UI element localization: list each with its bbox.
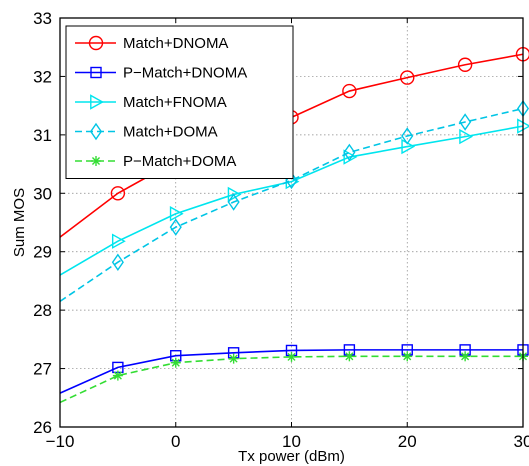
data-point [111, 233, 126, 249]
y-tick-label: 32 [33, 67, 52, 86]
data-point [517, 118, 529, 134]
x-tick-label: 10 [282, 432, 301, 451]
y-tick-label: 29 [33, 243, 52, 262]
series-p-match-dnoma [59, 344, 529, 394]
legend-entry: Match+DOMA [75, 122, 218, 141]
series-line [59, 355, 523, 404]
legend: Match+DNOMA P−Match+DNOMA Match+FNOMA Match… [65, 25, 294, 179]
data-point [111, 253, 124, 271]
legend-marker [91, 156, 101, 166]
y-tick-label: 28 [33, 301, 52, 320]
data-point [228, 353, 239, 364]
asterisk-stroke [91, 156, 101, 166]
y-axis-label: Sum MOS [11, 188, 28, 257]
x-axis-label: Tx power (dBm) [238, 448, 345, 465]
legend-label: Match+DOMA [123, 124, 218, 141]
x-tick-label: −10 [46, 432, 75, 451]
data-point [227, 193, 240, 211]
x-tick-label: 0 [171, 432, 180, 451]
asterisk-stroke [229, 354, 238, 363]
legend-label: Match+DNOMA [123, 35, 228, 52]
data-point [460, 351, 471, 362]
data-point [169, 206, 184, 222]
data-point [400, 70, 415, 85]
asterisk-stroke [345, 352, 354, 361]
data-point [342, 83, 357, 99]
y-tick-label: 30 [33, 184, 52, 203]
data-point [343, 149, 358, 165]
data-point [170, 357, 181, 368]
legend-entry: P−Match+DNOMA [75, 65, 247, 82]
asterisk-stroke [287, 352, 296, 361]
series-p-match-doma [59, 351, 528, 404]
legend-marker [89, 122, 103, 141]
asterisk-stroke [171, 358, 180, 367]
data-point [112, 370, 123, 381]
series-line [59, 349, 523, 394]
x-tick-label: 30 [514, 432, 529, 451]
data-point [227, 186, 242, 203]
legend-entry: P−Match+DOMA [75, 153, 236, 170]
legend-label: Match+FNOMA [123, 94, 227, 111]
data-point [402, 351, 413, 362]
data-point [110, 186, 126, 201]
legend-entry: Match+DNOMA [75, 35, 228, 52]
series-line [59, 107, 524, 303]
asterisk-stroke [403, 352, 412, 361]
series-match-fnoma [59, 118, 529, 276]
data-point [459, 128, 474, 145]
y-tick-label: 27 [33, 360, 52, 379]
legend-marker [90, 94, 104, 110]
data-point [169, 218, 182, 236]
series-line [59, 125, 524, 276]
x-tick-label: 20 [398, 432, 417, 451]
legend-marker [88, 35, 104, 51]
data-point [344, 351, 355, 362]
legend-label: P−Match+DOMA [123, 153, 236, 170]
axis-ticks: −10 0 10 20 30 26 27 28 29 30 31 32 33 [33, 9, 529, 451]
data-point [343, 143, 356, 162]
asterisk-stroke [113, 371, 122, 380]
legend-marker [90, 66, 102, 79]
data-point [457, 57, 473, 72]
legend-entry: Match+FNOMA [75, 94, 227, 111]
y-tick-label: 31 [33, 126, 52, 145]
y-tick-label: 26 [33, 418, 52, 437]
data-point [286, 351, 297, 362]
data-point [401, 127, 414, 145]
y-tick-label: 33 [33, 9, 52, 28]
data-point [459, 113, 472, 131]
legend-label: P−Match+DNOMA [123, 65, 247, 82]
asterisk-stroke [461, 352, 470, 361]
